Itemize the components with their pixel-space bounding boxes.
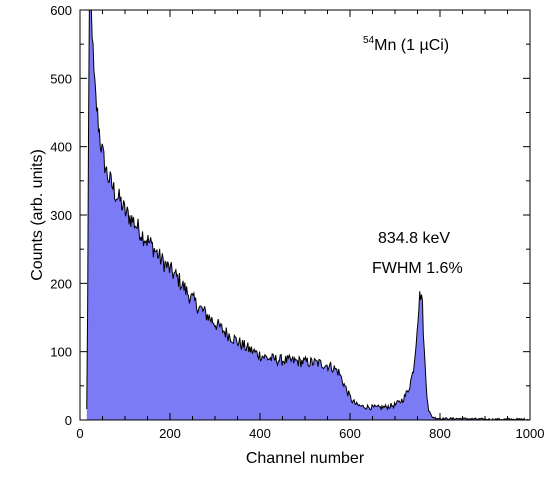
y-tick-label: 300 xyxy=(50,208,72,223)
x-tick-label: 1000 xyxy=(516,426,545,441)
isotope-label: Mn (1 µCi) xyxy=(374,37,449,54)
fwhm-label: FWHM 1.6% xyxy=(372,260,463,277)
x-tick-label: 800 xyxy=(429,426,451,441)
source-annotation: 54Mn (1 µCi) xyxy=(363,35,449,54)
y-tick-label: 400 xyxy=(50,140,72,155)
x-tick-label: 200 xyxy=(159,426,181,441)
peak-energy-label: 834.8 keV xyxy=(378,230,450,247)
y-tick-label: 100 xyxy=(50,345,72,360)
axes xyxy=(79,9,531,421)
tick-labels: 0 200 400 600 800 1000 0 100 200 300 400 500 600 xyxy=(50,3,544,441)
plot-area xyxy=(86,10,530,420)
spectrum-line xyxy=(86,10,530,420)
x-tick-label: 400 xyxy=(249,426,271,441)
x-tick-label: 600 xyxy=(339,426,361,441)
isotope-mass-number: 54 xyxy=(363,35,375,46)
spectrum-area xyxy=(86,10,530,420)
y-tick-label: 500 xyxy=(50,71,72,86)
y-tick-label: 600 xyxy=(50,3,72,18)
x-tick-label: 0 xyxy=(76,426,83,441)
y-tick-label: 0 xyxy=(65,413,72,428)
y-axis-title: Counts (arb. units) xyxy=(29,149,46,281)
x-axis-title: Channel number xyxy=(246,450,365,467)
y-tick-label: 200 xyxy=(50,276,72,291)
